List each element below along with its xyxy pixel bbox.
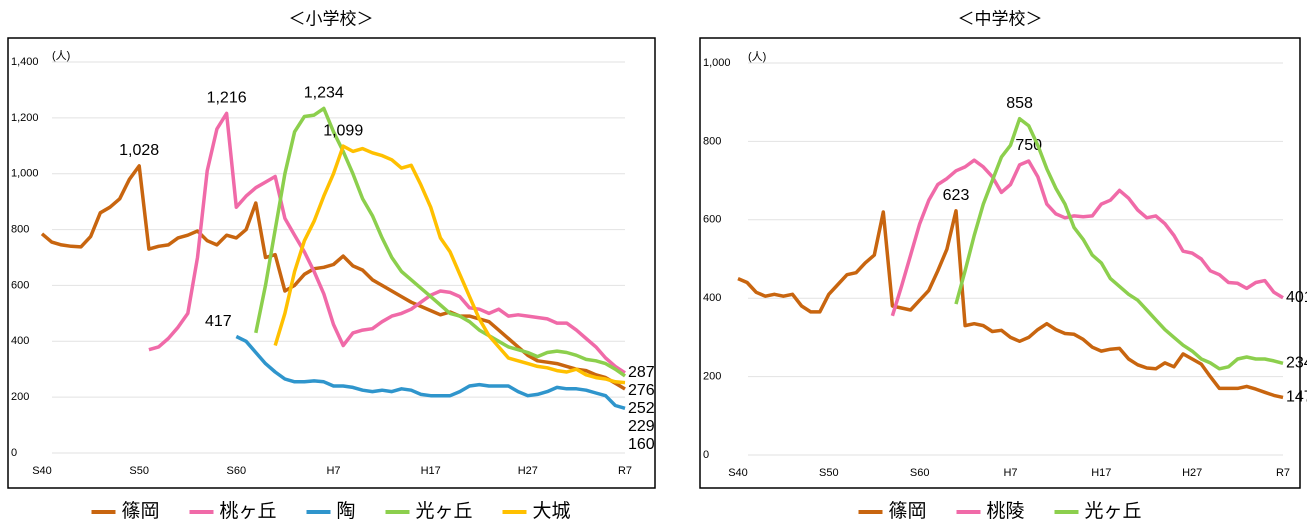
- value-label: 1,234: [304, 85, 344, 102]
- series-line: [890, 158, 1284, 317]
- end-label: 229: [628, 418, 655, 435]
- x-tick-label: S60: [910, 467, 930, 479]
- x-tick-label: R7: [618, 465, 632, 477]
- end-label: 287: [628, 364, 655, 381]
- y-tick-label: 0: [703, 449, 709, 461]
- end-label: 160: [628, 436, 655, 453]
- x-tick-label: R7: [1276, 467, 1290, 479]
- x-tick-label: H7: [1003, 467, 1017, 479]
- chart-title: ＜小学校＞: [289, 9, 374, 28]
- value-label: 623: [943, 187, 970, 204]
- end-label: 234: [1286, 354, 1307, 371]
- plot-frame: [7, 37, 656, 489]
- y-tick-label: 800: [11, 223, 29, 235]
- end-label: 252: [628, 400, 655, 417]
- legend-label: 篠岡: [122, 500, 160, 522]
- chart-title: ＜中学校＞: [958, 9, 1043, 28]
- x-tick-label: H27: [518, 465, 538, 477]
- y-tick-label: 600: [703, 214, 721, 226]
- end-label: 276: [628, 382, 655, 399]
- y-tick-label: 400: [11, 335, 29, 347]
- x-tick-label: S50: [129, 465, 149, 477]
- x-tick-label: H7: [326, 465, 340, 477]
- legend-label: 光ヶ丘: [1085, 500, 1142, 522]
- value-label: 417: [205, 313, 232, 330]
- y-tick-label: 400: [703, 292, 721, 304]
- series-line: [148, 111, 626, 375]
- unit-label: (人): [52, 49, 70, 62]
- value-label: 1,028: [119, 142, 159, 159]
- series-line: [737, 209, 1284, 400]
- x-tick-label: S60: [227, 465, 247, 477]
- y-tick-label: 800: [703, 135, 721, 147]
- value-label: 1,216: [207, 90, 247, 107]
- legend-label: 篠岡: [889, 500, 927, 522]
- x-tick-label: H17: [421, 465, 441, 477]
- x-tick-label: H27: [1182, 467, 1202, 479]
- legend-label: 桃陵: [987, 500, 1025, 522]
- end-label: 147: [1286, 389, 1307, 406]
- series-line: [954, 116, 1284, 371]
- y-tick-label: 1,000: [11, 168, 39, 180]
- legend-label: 桃ヶ丘: [220, 500, 277, 522]
- x-tick-label: S40: [728, 467, 748, 479]
- unit-label: (人): [748, 50, 766, 63]
- end-label: 401: [1286, 289, 1307, 306]
- legend-label: 光ヶ丘: [416, 500, 473, 522]
- y-tick-label: 200: [703, 371, 721, 383]
- y-tick-label: 600: [11, 279, 29, 291]
- x-tick-label: S40: [32, 465, 52, 477]
- y-tick-label: 1,400: [11, 56, 39, 68]
- x-tick-label: H17: [1091, 467, 1111, 479]
- plot-frame: [699, 37, 1301, 489]
- y-tick-label: 200: [11, 391, 29, 403]
- series-line: [40, 164, 626, 391]
- legend-label: 大城: [533, 500, 571, 522]
- x-tick-label: S50: [819, 467, 839, 479]
- y-tick-label: 1,000: [703, 57, 731, 69]
- value-label: 858: [1006, 95, 1033, 112]
- y-tick-label: 1,200: [11, 112, 39, 124]
- y-tick-label: 0: [11, 447, 17, 459]
- series-line: [235, 334, 626, 410]
- series-line: [273, 144, 626, 385]
- series-line: [254, 106, 626, 378]
- value-label: 1,099: [323, 122, 363, 139]
- legend-label: 陶: [337, 500, 356, 522]
